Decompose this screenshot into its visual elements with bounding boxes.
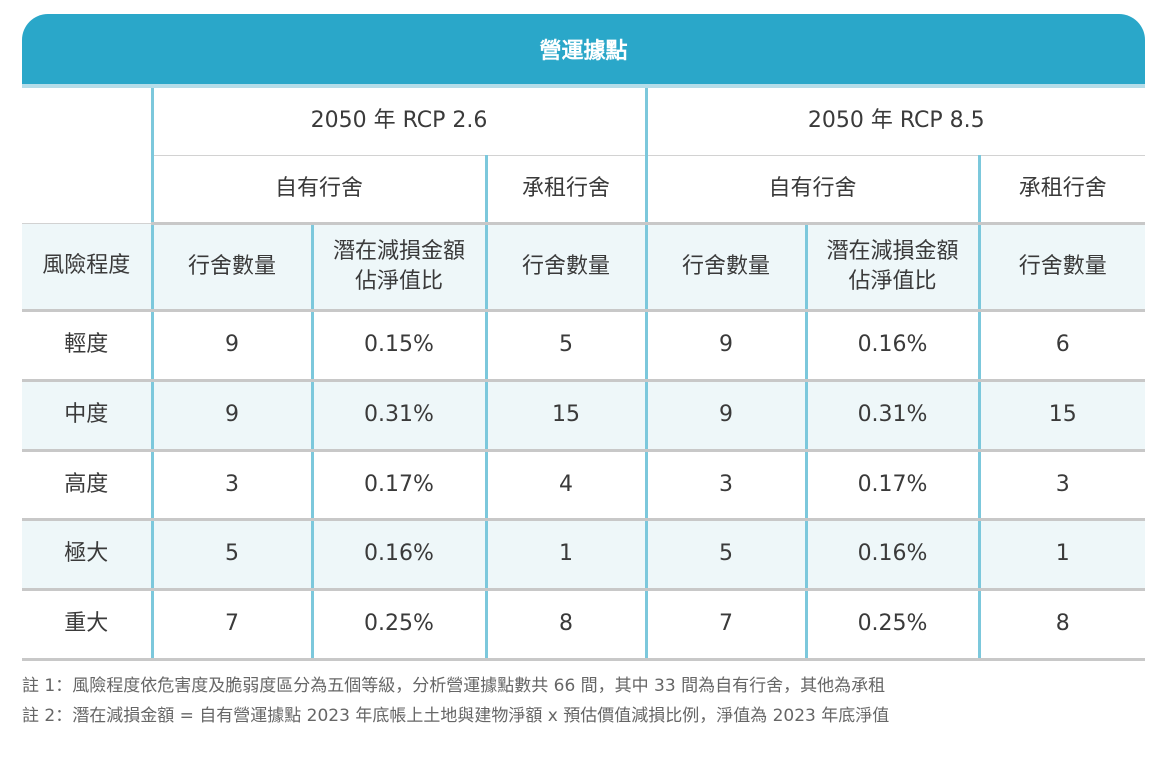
rcp26-loss-ratio-cell: 0.17% — [310, 450, 486, 521]
rcp26-leased-count-header: 行舍數量 — [484, 223, 647, 312]
rcp26-owned-count-header: 行舍數量 — [150, 223, 312, 312]
rcp26-owned-count-cell: 9 — [150, 380, 312, 452]
loss-header-line1: 潛在減損金額 — [332, 238, 465, 264]
rcp26-leased-count-cell: 4 — [484, 450, 647, 521]
rcp85-loss-ratio-cell: 0.17% — [804, 450, 980, 521]
scenario-header-row: 2050 年 RCP 2.6 2050 年 RCP 8.5 — [22, 88, 1146, 224]
rcp26-loss-ratio-cell: 0.16% — [310, 519, 486, 591]
risk-level-cell: 輕度 — [22, 310, 152, 382]
table-row: 重大 7 0.25% 8 7 0.25% 8 — [22, 589, 1146, 661]
table-title: 營運據點 — [22, 14, 1145, 84]
loss-header-line2: 佔淨值比 — [848, 268, 937, 294]
risk-level-header: 風險程度 — [22, 223, 152, 312]
loss-header-line1: 潛在減損金額 — [826, 238, 959, 264]
rcp85-owned-header: 自有行舍 — [644, 155, 980, 225]
rcp26-owned-header: 自有行舍 — [150, 155, 486, 225]
scenario-rcp85-header: 2050 年 RCP 8.5 — [644, 88, 1146, 156]
rcp85-owned-count-cell: 7 — [644, 589, 807, 661]
rcp26-owned-count-cell: 3 — [150, 450, 312, 521]
loss-header-line2: 佔淨值比 — [354, 268, 443, 294]
footnotes: 註 1：風險程度依危害度及脆弱度區分為五個等級，分析營運據點數共 66 間，其中… — [22, 671, 889, 731]
rcp26-leased-count-cell: 15 — [484, 380, 647, 452]
rcp26-loss-ratio-cell: 0.31% — [310, 380, 486, 452]
rcp85-leased-header: 承租行舍 — [977, 155, 1146, 225]
rcp85-loss-ratio-cell: 0.16% — [804, 519, 980, 591]
rcp85-leased-count-cell: 15 — [977, 380, 1146, 452]
rcp85-loss-ratio-cell: 0.16% — [804, 310, 980, 382]
rcp85-leased-count-cell: 1 — [977, 519, 1146, 591]
rcp85-loss-ratio-cell: 0.25% — [804, 589, 980, 661]
table-row: 中度 9 0.31% 15 9 0.31% 15 — [22, 380, 1146, 452]
rcp26-leased-count-cell: 8 — [484, 589, 647, 661]
data-table: 2050 年 RCP 2.6 2050 年 RCP 8.5 自有行舍 承租行舍 … — [22, 88, 1146, 661]
rcp85-loss-ratio-cell: 0.31% — [804, 380, 980, 452]
rcp85-owned-count-cell: 9 — [644, 310, 807, 382]
rcp26-loss-ratio-cell: 0.15% — [310, 310, 486, 382]
risk-level-cell: 極大 — [22, 519, 152, 591]
scenario-rcp26-header: 2050 年 RCP 2.6 — [150, 88, 647, 156]
rcp26-loss-ratio-cell: 0.25% — [310, 589, 486, 661]
rcp26-owned-count-cell: 5 — [150, 519, 312, 591]
rcp26-leased-count-cell: 1 — [484, 519, 647, 591]
risk-level-cell: 中度 — [22, 380, 152, 452]
risk-level-cell: 高度 — [22, 450, 152, 521]
rcp26-owned-count-cell: 7 — [150, 589, 312, 661]
rcp26-leased-header: 承租行舍 — [484, 155, 647, 225]
rcp85-leased-count-header: 行舍數量 — [977, 223, 1146, 312]
column-header-row: 風險程度 行舍數量 潛在減損金額 佔淨值比 行舍數量 行舍數量 潛在減損金額 佔淨值… — [22, 223, 1146, 312]
rcp85-leased-count-cell: 8 — [977, 589, 1146, 661]
rcp85-owned-count-header: 行舍數量 — [644, 223, 807, 312]
ownership-header-row: 自有行舍 承租行舍 自有行舍 承租行舍 — [22, 155, 1146, 225]
footnote-2: 註 2：潛在減損金額 = 自有營運據點 2023 年底帳上土地與建物淨額 x 預… — [22, 706, 890, 726]
rcp85-owned-count-cell: 9 — [644, 380, 807, 452]
table-row: 極大 5 0.16% 1 5 0.16% 1 — [22, 519, 1146, 591]
table-row: 高度 3 0.17% 4 3 0.17% 3 — [22, 450, 1146, 521]
rcp85-owned-count-cell: 3 — [644, 450, 807, 521]
title-divider — [22, 84, 1145, 88]
rcp85-leased-count-cell: 6 — [977, 310, 1146, 382]
rcp26-leased-count-cell: 5 — [484, 310, 647, 382]
rcp85-leased-count-cell: 3 — [977, 450, 1146, 521]
rcp85-loss-ratio-header: 潛在減損金額 佔淨值比 — [804, 223, 980, 312]
footnote-1: 註 1：風險程度依危害度及脆弱度區分為五個等級，分析營運據點數共 66 間，其中… — [22, 676, 886, 696]
table-row: 輕度 9 0.15% 5 9 0.16% 6 — [22, 310, 1146, 382]
operations-risk-table: 營運據點 2050 年 RCP 2.6 2050 年 RCP 8.5 自有行舍 … — [22, 14, 1146, 661]
rcp85-owned-count-cell: 5 — [644, 519, 807, 591]
blank-corner-cell — [22, 88, 152, 224]
rcp26-owned-count-cell: 9 — [150, 310, 312, 382]
rcp26-loss-ratio-header: 潛在減損金額 佔淨值比 — [310, 223, 486, 312]
risk-level-cell: 重大 — [22, 589, 152, 661]
